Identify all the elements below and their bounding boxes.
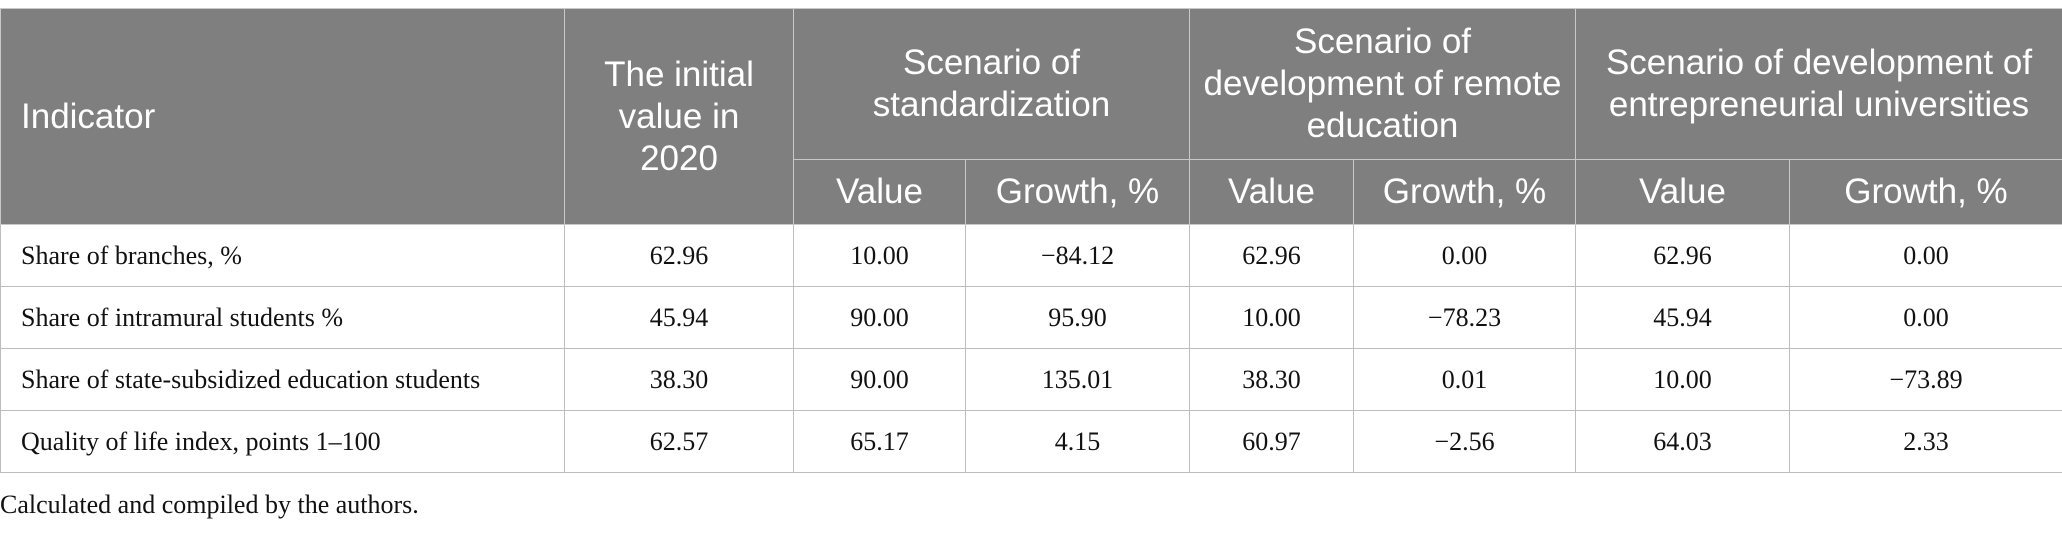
entrepreneurial-growth-cell: −73.89 bbox=[1789, 348, 2062, 411]
table-row: Share of state-subsidized education stud… bbox=[0, 348, 2062, 411]
remote-growth-cell: −78.23 bbox=[1353, 286, 1576, 349]
standardization-value-cell: 90.00 bbox=[793, 348, 966, 411]
standardization-value-cell: 65.17 bbox=[793, 410, 966, 473]
indicator-cell: Share of branches, % bbox=[0, 224, 565, 287]
standardization-growth-cell: 95.90 bbox=[965, 286, 1190, 349]
entrepreneurial-value-cell: 45.94 bbox=[1575, 286, 1790, 349]
table-footnote: Calculated and compiled by the authors. bbox=[0, 490, 419, 519]
header-scenario-standardization: Scenario of standardization bbox=[793, 8, 1190, 160]
header-scenario-remote-education: Scenario of development of remote educat… bbox=[1189, 8, 1576, 160]
table-row: Share of intramural students % 45.94 90.… bbox=[0, 286, 2062, 349]
indicator-cell: Share of state-subsidized education stud… bbox=[0, 348, 565, 411]
remote-value-cell: 10.00 bbox=[1189, 286, 1354, 349]
subheader-growth: Growth, % bbox=[965, 159, 1190, 225]
table-row: Share of branches, % 62.96 10.00 −84.12 … bbox=[0, 224, 2062, 287]
initial-value-cell: 38.30 bbox=[564, 348, 794, 411]
entrepreneurial-growth-cell: 0.00 bbox=[1789, 286, 2062, 349]
subheader-growth: Growth, % bbox=[1353, 159, 1576, 225]
initial-value-cell: 45.94 bbox=[564, 286, 794, 349]
subheader-value: Value bbox=[1575, 159, 1790, 225]
entrepreneurial-value-cell: 62.96 bbox=[1575, 224, 1790, 287]
table-body: Share of branches, % 62.96 10.00 −84.12 … bbox=[0, 224, 2062, 473]
standardization-value-cell: 90.00 bbox=[793, 286, 966, 349]
subheader-value: Value bbox=[1189, 159, 1354, 225]
scenario-table: Indicator The initial value in 2020 Scen… bbox=[0, 8, 2062, 473]
header-indicator: Indicator bbox=[0, 8, 565, 225]
remote-growth-cell: 0.01 bbox=[1353, 348, 1576, 411]
entrepreneurial-growth-cell: 0.00 bbox=[1789, 224, 2062, 287]
data-table-container: Indicator The initial value in 2020 Scen… bbox=[0, 8, 2062, 473]
entrepreneurial-value-cell: 10.00 bbox=[1575, 348, 1790, 411]
standardization-growth-cell: 135.01 bbox=[965, 348, 1190, 411]
remote-growth-cell: −2.56 bbox=[1353, 410, 1576, 473]
entrepreneurial-growth-cell: 2.33 bbox=[1789, 410, 2062, 473]
initial-value-cell: 62.96 bbox=[564, 224, 794, 287]
remote-growth-cell: 0.00 bbox=[1353, 224, 1576, 287]
standardization-growth-cell: 4.15 bbox=[965, 410, 1190, 473]
remote-value-cell: 38.30 bbox=[1189, 348, 1354, 411]
table-header: Indicator The initial value in 2020 Scen… bbox=[0, 8, 2062, 225]
standardization-growth-cell: −84.12 bbox=[965, 224, 1190, 287]
remote-value-cell: 62.96 bbox=[1189, 224, 1354, 287]
subheader-growth: Growth, % bbox=[1789, 159, 2062, 225]
initial-value-cell: 62.57 bbox=[564, 410, 794, 473]
remote-value-cell: 60.97 bbox=[1189, 410, 1354, 473]
indicator-cell: Quality of life index, points 1–100 bbox=[0, 410, 565, 473]
header-initial-value: The initial value in 2020 bbox=[564, 8, 794, 225]
table-row: Quality of life index, points 1–100 62.5… bbox=[0, 410, 2062, 473]
header-scenario-entrepreneurial: Scenario of development of entrepreneuri… bbox=[1575, 8, 2062, 160]
entrepreneurial-value-cell: 64.03 bbox=[1575, 410, 1790, 473]
standardization-value-cell: 10.00 bbox=[793, 224, 966, 287]
subheader-value: Value bbox=[793, 159, 966, 225]
indicator-cell: Share of intramural students % bbox=[0, 286, 565, 349]
